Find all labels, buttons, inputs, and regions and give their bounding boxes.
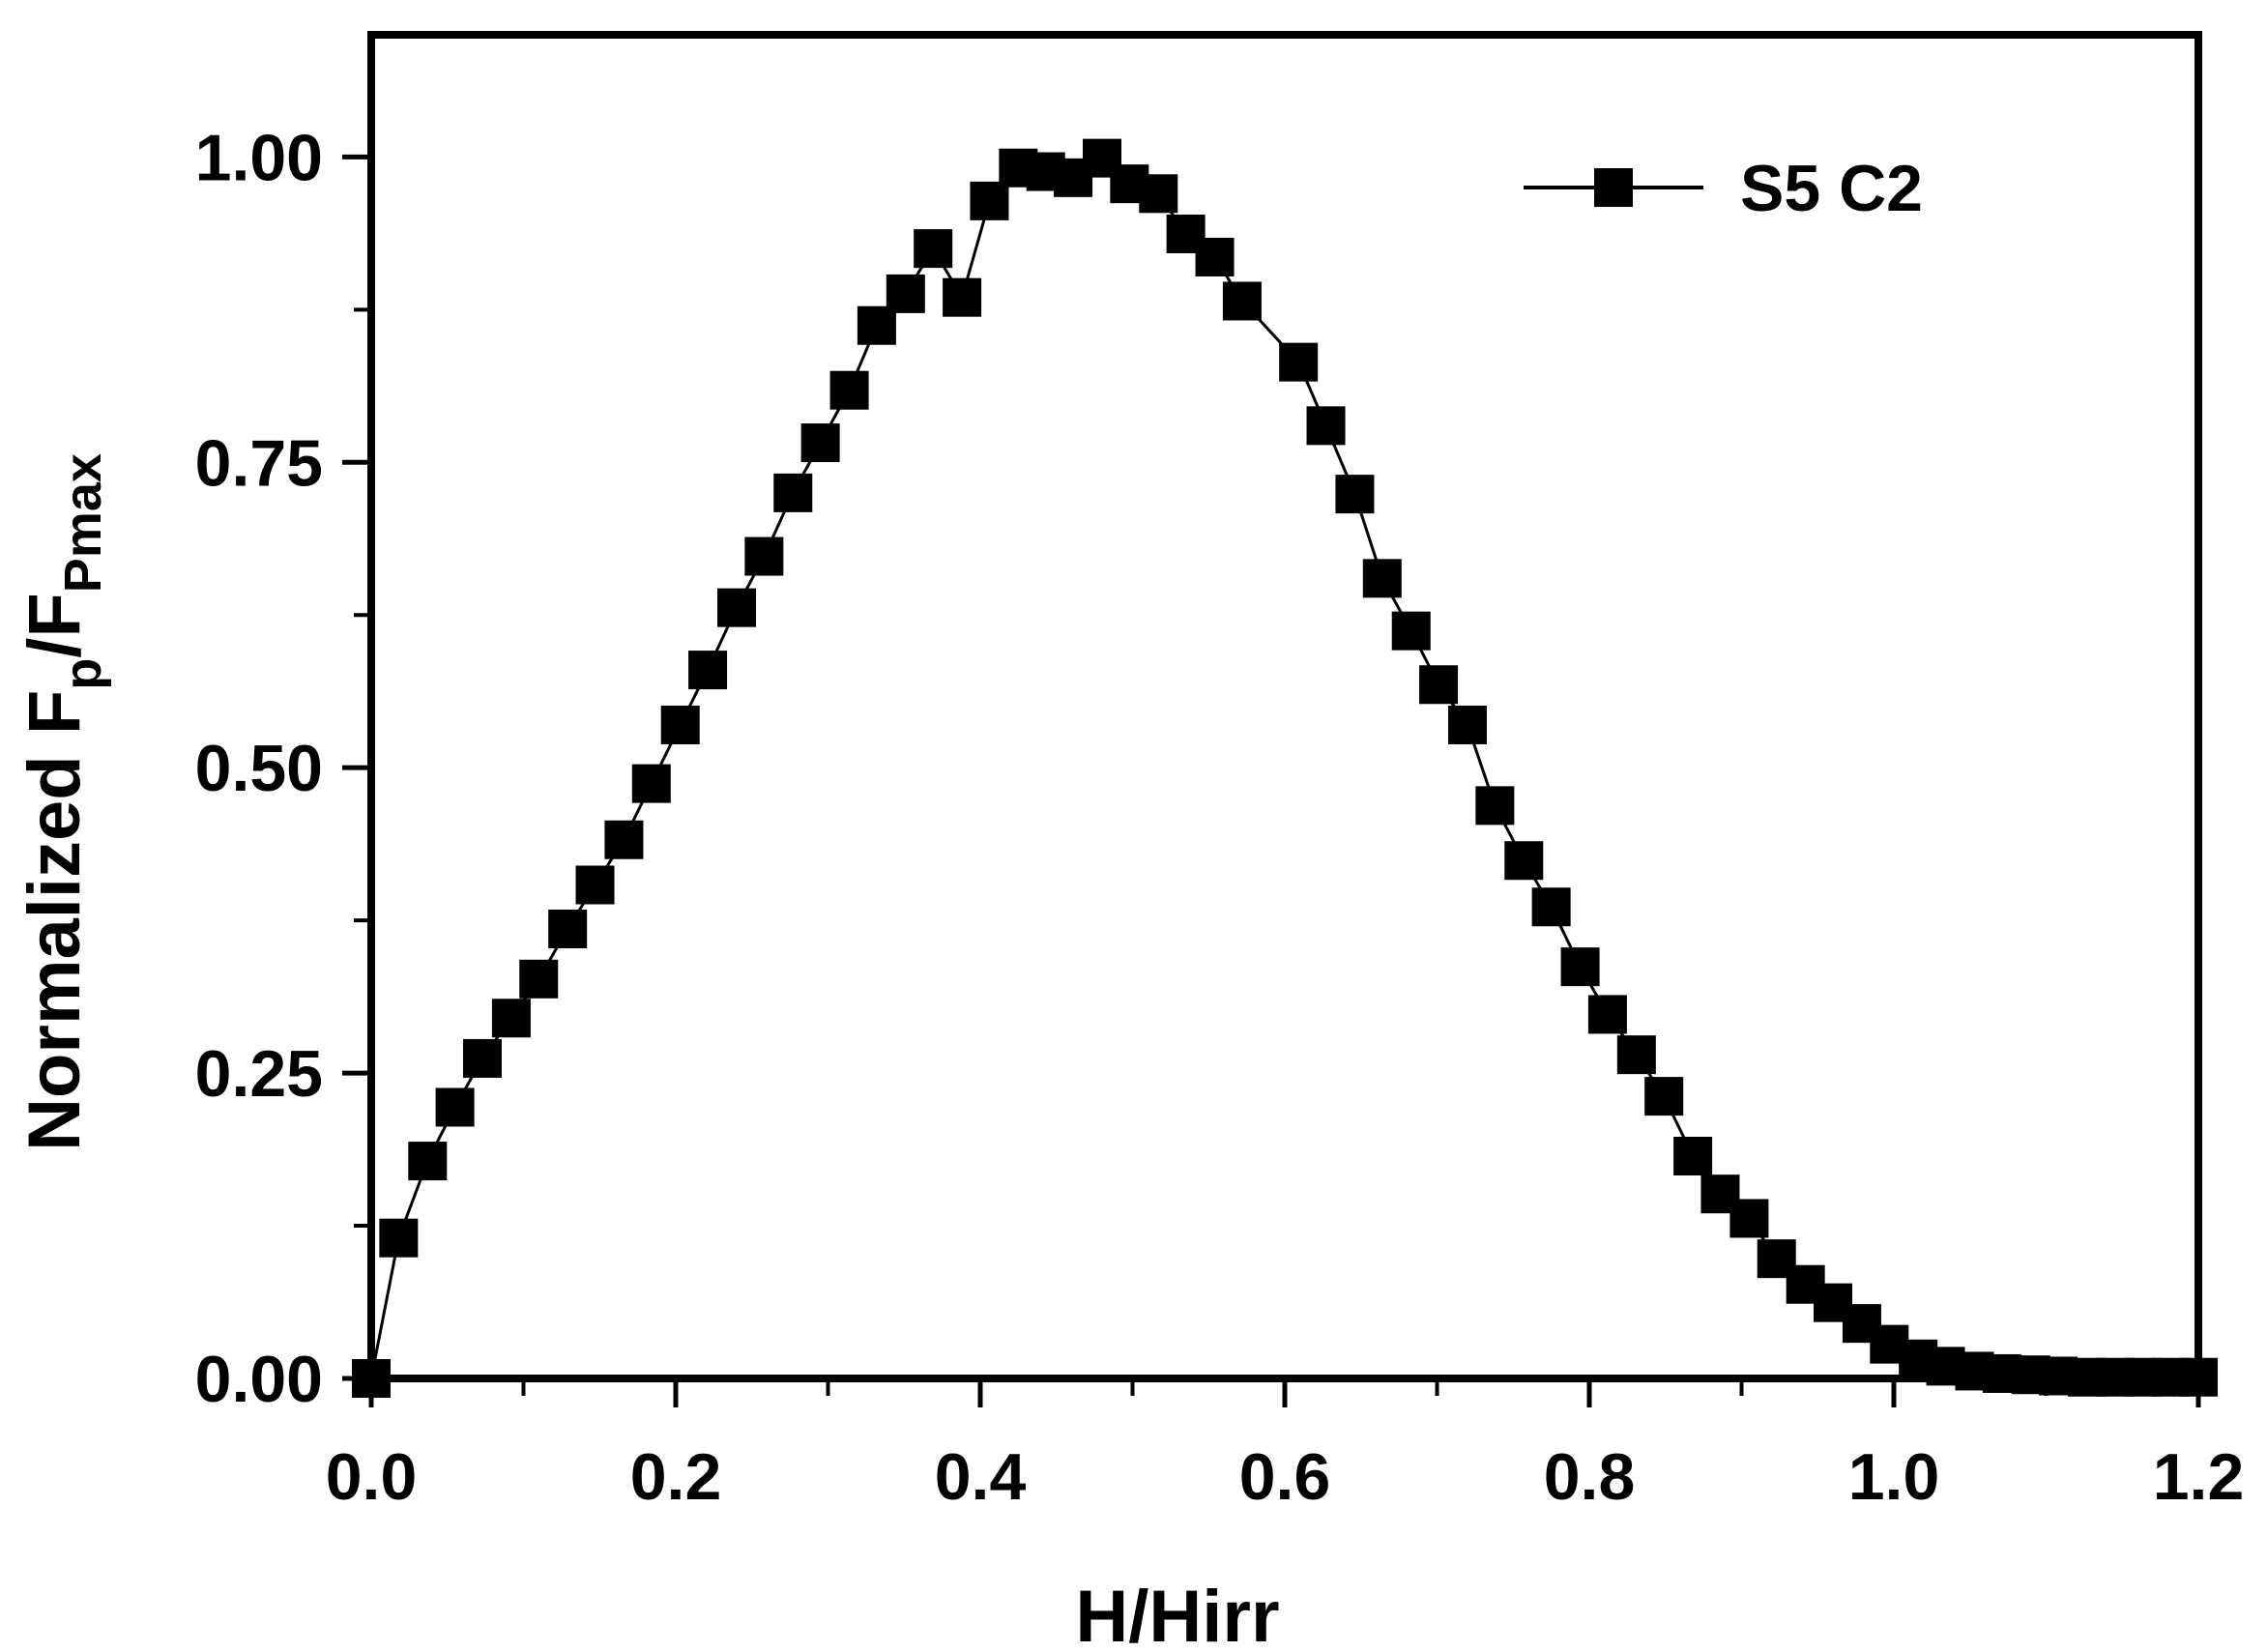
y-axis-title-sub1: p bbox=[54, 658, 112, 690]
x-tick-label: 1.0 bbox=[1848, 1440, 1940, 1514]
data-point bbox=[548, 909, 588, 948]
data-point bbox=[1616, 1035, 1656, 1075]
data-point bbox=[1335, 475, 1375, 514]
y-tick-label: 1.00 bbox=[195, 121, 323, 194]
x-tick-label: 0.2 bbox=[630, 1440, 722, 1514]
data-point bbox=[773, 473, 813, 512]
y-tick-label: 0.50 bbox=[195, 732, 323, 805]
data-point bbox=[1139, 174, 1178, 214]
data-point bbox=[604, 820, 644, 859]
data-point bbox=[435, 1087, 475, 1127]
data-point bbox=[1391, 611, 1431, 651]
data-point bbox=[1419, 665, 1459, 705]
legend-label: S5 C2 bbox=[1740, 152, 1923, 225]
data-point bbox=[1222, 281, 1262, 321]
legend-marker bbox=[1594, 168, 1633, 207]
x-tick-label: 0.4 bbox=[935, 1440, 1027, 1514]
data-point bbox=[575, 865, 615, 905]
data-point bbox=[519, 959, 559, 999]
y-axis-title-mid: /F bbox=[14, 593, 96, 658]
y-axis-ticks: 0.00 0.25 0.50 0.75 1.00 bbox=[195, 121, 371, 1416]
data-point bbox=[1504, 841, 1544, 881]
data-point bbox=[1448, 705, 1487, 744]
data-point bbox=[1531, 887, 1571, 927]
x-tick-label: 0.8 bbox=[1544, 1440, 1636, 1514]
y-tick-label: 0.00 bbox=[195, 1343, 323, 1416]
data-point bbox=[352, 1359, 391, 1398]
data-point bbox=[1475, 786, 1515, 826]
data-point bbox=[1195, 237, 1235, 276]
data-point bbox=[800, 423, 840, 463]
data-point bbox=[688, 651, 728, 690]
y-tick-label: 0.75 bbox=[195, 426, 323, 500]
data-point bbox=[829, 370, 869, 410]
legend: S5 C2 bbox=[1524, 152, 1923, 225]
data-point bbox=[408, 1142, 448, 1181]
data-point bbox=[970, 181, 1009, 220]
series-layer bbox=[352, 138, 2218, 1398]
x-axis-ticks: 0.0 0.2 0.4 0.6 0.8 1.0 1.2 bbox=[326, 1378, 2245, 1514]
data-point bbox=[1644, 1077, 1684, 1116]
data-point bbox=[1306, 406, 1346, 446]
x-tick-label: 0.0 bbox=[326, 1440, 418, 1514]
data-point bbox=[1673, 1137, 1713, 1176]
y-axis-title-sub2: Pmax bbox=[54, 453, 112, 593]
y-axis-title: Normalized Fp/FPmax bbox=[14, 453, 112, 1151]
x-axis-title: H/Hirr bbox=[1075, 1576, 1279, 1652]
data-point bbox=[744, 536, 784, 576]
data-point bbox=[631, 764, 671, 803]
data-point bbox=[660, 705, 700, 744]
x-tick-label: 0.6 bbox=[1239, 1440, 1331, 1514]
data-point bbox=[717, 588, 756, 627]
data-point bbox=[1279, 342, 1319, 382]
data-point bbox=[1729, 1199, 1769, 1238]
data-point bbox=[2179, 1357, 2218, 1397]
data-point bbox=[914, 229, 953, 269]
data-point bbox=[886, 274, 925, 313]
data-point bbox=[1560, 947, 1600, 987]
data-point bbox=[491, 999, 531, 1038]
y-axis-title-prefix: Normalized F bbox=[14, 690, 96, 1151]
data-point bbox=[1362, 559, 1402, 598]
data-point bbox=[379, 1218, 419, 1258]
data-point bbox=[1587, 995, 1627, 1034]
plot-frame bbox=[367, 31, 2202, 1382]
y-tick-label: 0.25 bbox=[195, 1037, 323, 1111]
x-tick-label: 1.2 bbox=[2153, 1440, 2245, 1514]
data-point bbox=[462, 1038, 502, 1078]
data-point bbox=[943, 277, 982, 317]
